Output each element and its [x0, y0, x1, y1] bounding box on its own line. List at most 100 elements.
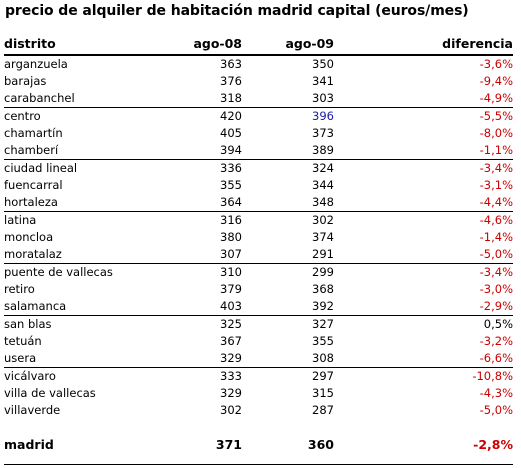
cell-ago-09: 299	[312, 265, 334, 279]
cell-diferencia: -4,9%	[479, 91, 513, 105]
header-diferencia: diferencia	[442, 36, 513, 51]
cell-distrito: ciudad lineal	[4, 161, 78, 175]
cell-distrito: chamberí	[4, 143, 59, 157]
cell-ago-09: 348	[312, 195, 334, 209]
total-distrito: madrid	[4, 437, 54, 452]
cell-ago-09: 303	[312, 91, 334, 105]
table-row: moratalaz 307 291 -5,0%	[4, 246, 513, 263]
cell-diferencia: -3,4%	[479, 265, 513, 279]
cell-ago-09: 315	[312, 386, 334, 400]
bottom-rule	[4, 464, 513, 465]
table-row: puente de vallecas 310 299 -3,4%	[4, 263, 513, 281]
cell-diferencia: -3,6%	[479, 57, 513, 71]
cell-diferencia: -9,4%	[479, 74, 513, 88]
cell-distrito: puente de vallecas	[4, 265, 113, 279]
cell-ago-08: 325	[220, 317, 242, 331]
cell-diferencia: -6,6%	[479, 351, 513, 365]
table-header: distrito ago-08 ago-09 diferencia	[4, 34, 513, 56]
header-ago-08: ago-08	[193, 36, 242, 51]
cell-diferencia: -3,2%	[479, 334, 513, 348]
table-row: chamartín 405 373 -8,0%	[4, 125, 513, 142]
cell-ago-08: 329	[220, 351, 242, 365]
cell-diferencia: -5,0%	[479, 247, 513, 261]
cell-ago-09: 324	[312, 161, 334, 175]
rent-table: distrito ago-08 ago-09 diferencia arganz…	[4, 34, 513, 455]
table-row: hortaleza 364 348 -4,4%	[4, 194, 513, 211]
cell-distrito: moncloa	[4, 230, 54, 244]
cell-distrito: salamanca	[4, 299, 67, 313]
cell-ago-08: 302	[220, 403, 242, 417]
table-row: salamanca 403 392 -2,9%	[4, 298, 513, 315]
cell-ago-08: 405	[220, 126, 242, 140]
cell-ago-09: 355	[312, 334, 334, 348]
cell-ago-09: 302	[312, 213, 334, 227]
cell-ago-08: 307	[220, 247, 242, 261]
cell-ago-08: 336	[220, 161, 242, 175]
cell-ago-09: 368	[312, 282, 334, 296]
cell-ago-09: 308	[312, 351, 334, 365]
table-row: villa de vallecas 329 315 -4,3%	[4, 385, 513, 402]
cell-ago-08: 394	[220, 143, 242, 157]
cell-diferencia: -3,4%	[479, 161, 513, 175]
cell-distrito: fuencarral	[4, 178, 63, 192]
table-row: carabanchel 318 303 -4,9%	[4, 90, 513, 107]
cell-ago-09: 350	[312, 57, 334, 71]
table-row: retiro 379 368 -3,0%	[4, 281, 513, 298]
cell-diferencia: -4,3%	[479, 386, 513, 400]
table-title: precio de alquiler de habitación madrid …	[5, 3, 469, 19]
cell-ago-08: 310	[220, 265, 242, 279]
cell-diferencia: 0,5%	[483, 317, 513, 331]
cell-ago-09: 396	[312, 109, 334, 123]
cell-distrito: san blas	[4, 317, 52, 331]
cell-ago-08: 364	[220, 195, 242, 209]
cell-ago-08: 318	[220, 91, 242, 105]
cell-distrito: usera	[4, 351, 37, 365]
cell-ago-08: 420	[220, 109, 242, 123]
cell-ago-09: 327	[312, 317, 334, 331]
cell-diferencia: -3,1%	[479, 178, 513, 192]
cell-ago-08: 380	[220, 230, 242, 244]
total-ago-08: 371	[215, 437, 242, 452]
cell-ago-08: 376	[220, 74, 242, 88]
header-ago-09: ago-09	[285, 36, 334, 51]
table-row: tetuán 367 355 -3,2%	[4, 333, 513, 350]
cell-diferencia: -5,5%	[479, 109, 513, 123]
cell-ago-08: 367	[220, 334, 242, 348]
cell-ago-09: 373	[312, 126, 334, 140]
cell-diferencia: -10,8%	[472, 369, 513, 383]
cell-distrito: villaverde	[4, 403, 61, 417]
table-row: barajas 376 341 -9,4%	[4, 73, 513, 90]
table-row: vicálvaro 333 297 -10,8%	[4, 367, 513, 385]
cell-distrito: carabanchel	[4, 91, 75, 105]
cell-diferencia: -2,9%	[479, 299, 513, 313]
cell-distrito: vicálvaro	[4, 369, 56, 383]
cell-distrito: tetuán	[4, 334, 42, 348]
cell-distrito: chamartín	[4, 126, 63, 140]
cell-ago-09: 297	[312, 369, 334, 383]
table-row: chamberí 394 389 -1,1%	[4, 142, 513, 159]
cell-diferencia: -4,6%	[479, 213, 513, 227]
cell-ago-08: 333	[220, 369, 242, 383]
cell-distrito: centro	[4, 109, 41, 123]
table-row: fuencarral 355 344 -3,1%	[4, 177, 513, 194]
cell-ago-09: 287	[312, 403, 334, 417]
cell-ago-09: 392	[312, 299, 334, 313]
cell-distrito: retiro	[4, 282, 35, 296]
total-diferencia: -2,8%	[473, 437, 513, 452]
table-row: usera 329 308 -6,6%	[4, 350, 513, 367]
cell-ago-09: 389	[312, 143, 334, 157]
total-row: madrid 371 360 -2,8%	[4, 435, 513, 455]
table-row: san blas 325 327 0,5%	[4, 315, 513, 333]
cell-distrito: arganzuela	[4, 57, 68, 71]
cell-diferencia: -8,0%	[479, 126, 513, 140]
table-row: arganzuela 363 350 -3,6%	[4, 56, 513, 73]
cell-ago-08: 316	[220, 213, 242, 227]
cell-diferencia: -3,0%	[479, 282, 513, 296]
cell-diferencia: -1,1%	[479, 143, 513, 157]
cell-ago-08: 355	[220, 178, 242, 192]
cell-diferencia: -5,0%	[479, 403, 513, 417]
cell-distrito: villa de vallecas	[4, 386, 96, 400]
cell-distrito: latina	[4, 213, 37, 227]
cell-ago-09: 344	[312, 178, 334, 192]
table-row: latina 316 302 -4,6%	[4, 211, 513, 229]
